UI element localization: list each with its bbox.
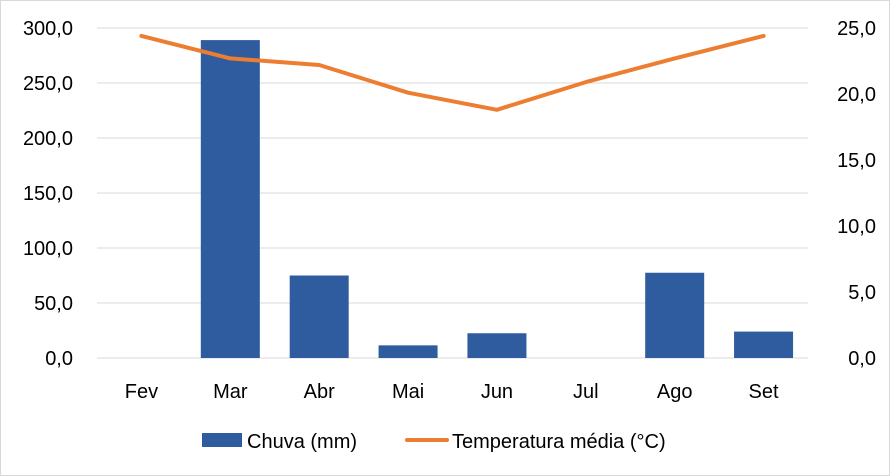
left-tick-label: 0,0 bbox=[45, 348, 73, 370]
x-tick-label: Ago bbox=[657, 381, 693, 403]
right-tick-label: 25,0 bbox=[837, 18, 876, 40]
x-tick-label: Fev bbox=[125, 381, 158, 403]
left-tick-label: 300,0 bbox=[23, 18, 73, 40]
right-tick-label: 5,0 bbox=[848, 282, 876, 304]
x-tick-label: Set bbox=[749, 381, 779, 403]
x-tick-label: Abr bbox=[304, 381, 335, 403]
left-axis-ticks: 0,0 50,0 100,0 150,0 200,0 250,0 300,0 bbox=[23, 18, 73, 370]
legend-label-rain: Chuva (mm) bbox=[247, 431, 357, 453]
left-tick-label: 150,0 bbox=[23, 183, 73, 205]
bar-mar bbox=[200, 40, 260, 358]
left-tick-label: 250,0 bbox=[23, 73, 73, 95]
bar-abr bbox=[289, 275, 349, 358]
right-tick-label: 15,0 bbox=[837, 150, 876, 172]
legend: Chuva (mm) Temperatura média (°C) bbox=[202, 431, 666, 453]
legend-swatch-rain bbox=[202, 433, 242, 447]
temperature-line bbox=[139, 33, 766, 112]
x-tick-label: Mar bbox=[213, 381, 248, 403]
temperature-line-group bbox=[139, 33, 766, 112]
right-axis-ticks: 0,0 5,0 10,0 15,0 20,0 25,0 bbox=[837, 18, 876, 370]
x-tick-label: Jul bbox=[573, 381, 599, 403]
bar-mai bbox=[378, 345, 438, 358]
left-tick-label: 50,0 bbox=[34, 293, 73, 315]
x-tick-label: Jun bbox=[481, 381, 513, 403]
bar-set bbox=[734, 331, 794, 358]
x-axis-ticks: Fev Mar Abr Mai Jun Jul Ago Set bbox=[125, 381, 779, 403]
right-tick-label: 0,0 bbox=[848, 348, 876, 370]
bar-ago bbox=[645, 272, 705, 358]
left-tick-label: 200,0 bbox=[23, 128, 73, 150]
left-tick-label: 100,0 bbox=[23, 238, 73, 260]
x-tick-label: Mai bbox=[392, 381, 424, 403]
right-tick-label: 10,0 bbox=[837, 216, 876, 238]
rain-bars bbox=[200, 40, 794, 358]
legend-label-temperature: Temperatura média (°C) bbox=[452, 431, 666, 453]
right-tick-label: 20,0 bbox=[837, 84, 876, 106]
bar-jun bbox=[467, 333, 527, 358]
